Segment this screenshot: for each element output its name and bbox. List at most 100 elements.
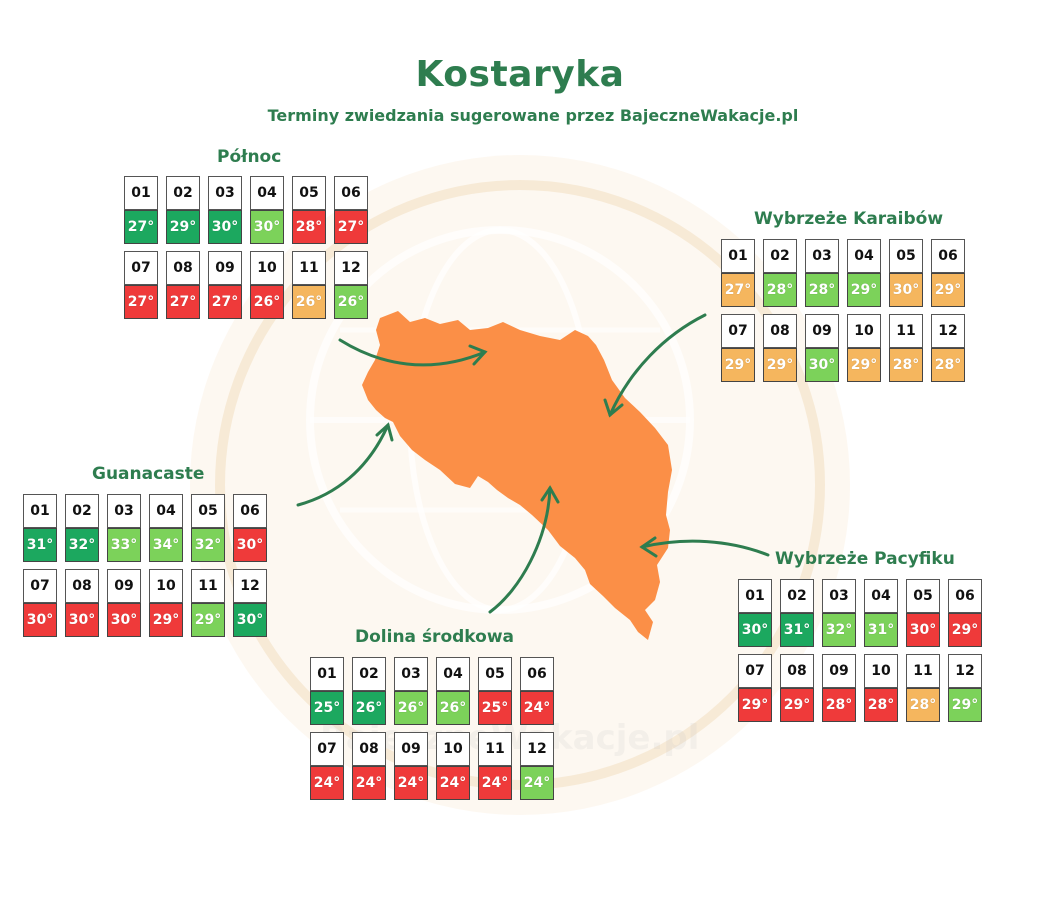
temperature-cell: 29° (780, 688, 814, 722)
temperature-cell: 30° (23, 603, 57, 637)
month-cell: 07 (721, 314, 755, 348)
temperature-cell: 30° (208, 210, 242, 244)
temperature-cell: 32° (191, 528, 225, 562)
temperature-cell: 26° (250, 285, 284, 319)
temperature-cell: 28° (864, 688, 898, 722)
temperature-cell: 34° (149, 528, 183, 562)
month-cell: 09 (208, 251, 242, 285)
temperature-cell: 29° (847, 348, 881, 382)
month-cell: 04 (864, 579, 898, 613)
month-cell: 02 (780, 579, 814, 613)
temperature-cell: 28° (931, 348, 965, 382)
temperature-cell: 27° (334, 210, 368, 244)
month-cell: 04 (149, 494, 183, 528)
temperature-cell: 27° (124, 285, 158, 319)
temperature-cell: 27° (166, 285, 200, 319)
temperature-cell: 29° (166, 210, 200, 244)
month-cell: 09 (107, 569, 141, 603)
arrows (296, 313, 770, 614)
month-cell: 11 (191, 569, 225, 603)
month-cell: 08 (166, 251, 200, 285)
month-cell: 11 (478, 732, 512, 766)
temperature-cell: 25° (478, 691, 512, 725)
arrow-polnoc-icon (338, 338, 487, 367)
temperature-cell: 30° (805, 348, 839, 382)
temperature-cell: 24° (310, 766, 344, 800)
month-cell: 10 (864, 654, 898, 688)
month-cell: 04 (436, 657, 470, 691)
temperature-cell: 24° (436, 766, 470, 800)
month-cell: 07 (310, 732, 344, 766)
month-cell: 11 (292, 251, 326, 285)
temperature-cell: 24° (520, 691, 554, 725)
month-cell: 01 (310, 657, 344, 691)
month-cell: 01 (738, 579, 772, 613)
page-subtitle: Terminy zwiedzania sugerowane przez Baje… (267, 106, 799, 125)
month-cell: 08 (763, 314, 797, 348)
month-cell: 02 (65, 494, 99, 528)
month-cell: 02 (352, 657, 386, 691)
temperature-cell: 25° (310, 691, 344, 725)
month-cell: 03 (394, 657, 428, 691)
temperature-cell: 27° (721, 273, 755, 307)
month-cell: 01 (124, 176, 158, 210)
region-title-guanacaste: Guanacaste (92, 464, 205, 484)
temperature-cell: 28° (763, 273, 797, 307)
month-cell: 06 (948, 579, 982, 613)
month-cell: 04 (250, 176, 284, 210)
temperature-cell: 30° (889, 273, 923, 307)
temperature-cell: 26° (352, 691, 386, 725)
temperature-cell: 30° (250, 210, 284, 244)
temperature-cell: 29° (191, 603, 225, 637)
temperature-cell: 24° (520, 766, 554, 800)
temperature-cell: 30° (233, 603, 267, 637)
temperature-cell: 29° (847, 273, 881, 307)
month-cell: 01 (23, 494, 57, 528)
month-cell: 08 (780, 654, 814, 688)
month-cell: 06 (520, 657, 554, 691)
month-cell: 12 (334, 251, 368, 285)
temperature-cell: 29° (738, 688, 772, 722)
month-cell: 08 (65, 569, 99, 603)
month-cell: 03 (822, 579, 856, 613)
temperature-cell: 33° (107, 528, 141, 562)
month-cell: 09 (805, 314, 839, 348)
temperature-cell: 29° (721, 348, 755, 382)
month-cell: 10 (250, 251, 284, 285)
temperature-cell: 31° (780, 613, 814, 647)
page-title: Kostaryka (415, 54, 625, 95)
temperature-cell: 31° (23, 528, 57, 562)
temperature-cell: 24° (478, 766, 512, 800)
temperature-cell: 30° (233, 528, 267, 562)
arrow-dolina-icon (488, 486, 552, 614)
region-title-dolina: Dolina środkowa (355, 627, 514, 647)
month-cell: 11 (906, 654, 940, 688)
month-cell: 08 (352, 732, 386, 766)
month-cell: 10 (436, 732, 470, 766)
temperature-cell: 27° (208, 285, 242, 319)
temperature-cell: 28° (805, 273, 839, 307)
month-cell: 06 (931, 239, 965, 273)
month-cell: 04 (847, 239, 881, 273)
temperature-cell: 29° (763, 348, 797, 382)
temperature-cell: 30° (738, 613, 772, 647)
temperature-cell: 32° (822, 613, 856, 647)
arrow-pacyfik-icon (640, 539, 770, 557)
month-cell: 09 (394, 732, 428, 766)
month-cell: 12 (931, 314, 965, 348)
month-cell: 07 (738, 654, 772, 688)
month-cell: 03 (805, 239, 839, 273)
temperature-cell: 27° (124, 210, 158, 244)
temperature-cell: 30° (65, 603, 99, 637)
month-cell: 02 (166, 176, 200, 210)
temperature-cell: 28° (292, 210, 326, 244)
month-cell: 12 (233, 569, 267, 603)
temperature-cell: 32° (65, 528, 99, 562)
month-cell: 11 (889, 314, 923, 348)
temperature-cell: 30° (906, 613, 940, 647)
temperature-cell: 26° (292, 285, 326, 319)
month-cell: 07 (124, 251, 158, 285)
temperature-cell: 28° (889, 348, 923, 382)
